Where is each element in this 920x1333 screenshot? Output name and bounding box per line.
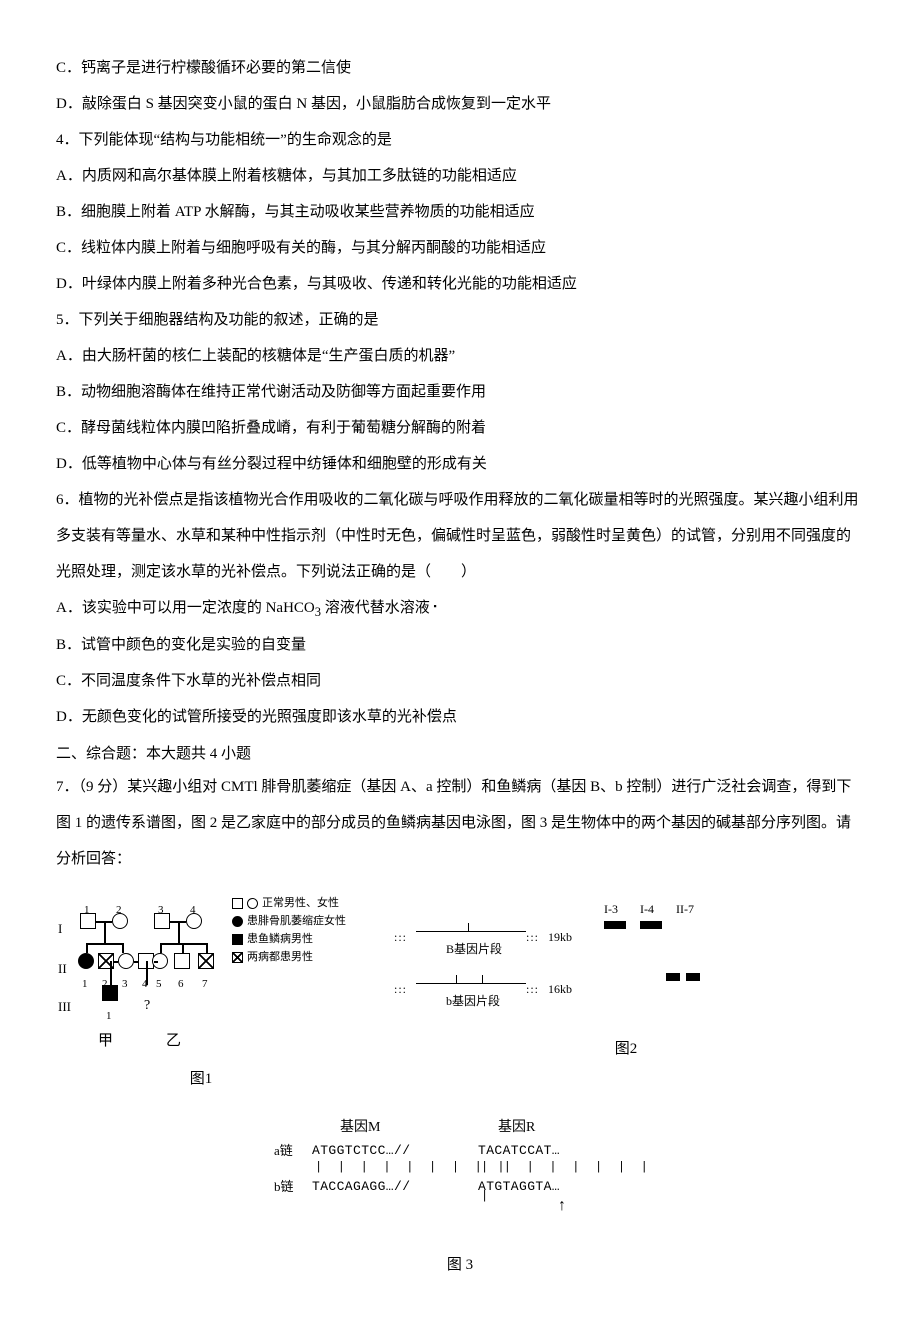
q6-opt-b: B．试管中颜色的变化是实验的自变量 — [56, 627, 864, 663]
q5-stem: 5．下列关于细胞器结构及功能的叙述，正确的是 — [56, 302, 864, 338]
q6-stem: 6．植物的光补偿点是指该植物光合作用吸收的二氧化碳与呼吸作用释放的二氧化碳量相等… — [56, 482, 864, 590]
ped-II7-num: 7 — [202, 971, 208, 997]
pedigree-diagram: I II III 1 2 3 4 — [56, 895, 346, 1055]
section2-label: 二、综合题：本大题共 4 小题 — [56, 739, 864, 769]
q6-opt-a: A．该实验中可以用一定浓度的 NaHCO3 溶液代替水溶液 ▪ — [56, 590, 864, 627]
family-label-jia: 甲 — [98, 1023, 113, 1059]
legend-cmt-female: 患腓骨肌萎缩症女性 — [232, 913, 350, 930]
q6-a-post: 溶液代替水溶液 — [321, 600, 430, 616]
seq-M-b: TACCAGAGG…// — [312, 1171, 410, 1202]
gel-band-r2-l3a — [666, 973, 680, 981]
gel-r2-size: 16kb — [548, 975, 572, 1004]
q5-opt-d: D．低等植物中心体与有丝分裂过程中纺锤体和细胞壁的形成有关 — [56, 446, 864, 482]
legend-normal-text: 正常男性、女性 — [262, 895, 339, 912]
figure1-container: I II III 1 2 3 4 — [56, 895, 346, 1097]
q4-opt-a: A．内质网和高尔基体膜上附着核糖体，与其加工多肽链的功能相适应 — [56, 158, 864, 194]
q4-opt-b: B．细胞膜上附着 ATP 水解酶，与其主动吸收某些营养物质的功能相适应 — [56, 194, 864, 230]
q5-opt-c: C．酵母菌线粒体内膜凹陷折叠成嵴，有利于葡萄糖分解酶的附着 — [56, 410, 864, 446]
family-label-yi: 乙 — [166, 1023, 181, 1059]
figure3-container: 基因M 基因R a链 ATGGTCTCC…// TACATCCAT… | | |… — [260, 1111, 660, 1283]
gel-lane1: I-3 — [604, 895, 618, 924]
gel-r2-label: b基因片段 — [446, 987, 500, 1016]
legend-fish-male: 患鱼鳞病男性 — [232, 931, 350, 948]
gel-r1-dots-r: ::: — [526, 923, 539, 952]
q6-a-marker: ▪ — [434, 601, 437, 611]
gel-r2-tick2 — [482, 975, 483, 983]
gel-band-r1-l2 — [640, 921, 662, 929]
gel-r1-tick — [468, 923, 469, 931]
gel-diagram: I-3 I-4 II-7 ::: ::: 19kb B基因片段 ::: ::: — [386, 895, 726, 1025]
ped-II1-female-affected — [78, 953, 94, 969]
ped-III-qmark: ? — [144, 989, 150, 1023]
q6-opt-d: D．无颜色变化的试管所接受的光照强度即该水草的光补偿点 — [56, 699, 864, 735]
gen-label-3: III — [58, 991, 71, 1022]
ped-II1-num: 1 — [82, 971, 88, 997]
gel-r2-line — [416, 983, 526, 984]
gel-r1-line — [416, 931, 526, 932]
seq-a-label: a链 — [274, 1135, 293, 1166]
gen-label-1: I — [58, 913, 62, 944]
legend-cmt-text: 患腓骨肌萎缩症女性 — [247, 913, 346, 930]
figure2-container: I-3 I-4 II-7 ::: ::: 19kb B基因片段 ::: ::: — [386, 895, 746, 1067]
sequence-diagram: 基因M 基因R a链 ATGGTCTCC…// TACATCCAT… | | |… — [260, 1111, 660, 1241]
q4-opt-c: C．线粒体内膜上附着与细胞呼吸有关的酶，与其分解丙酮酸的功能相适应 — [56, 230, 864, 266]
ped-II7-male-both — [198, 953, 214, 969]
q4-stem: 4．下列能体现“结构与功能相统一”的生命观念的是 — [56, 122, 864, 158]
gel-r2-dots-r: ::: — [526, 975, 539, 1004]
seq-b-label: b链 — [274, 1171, 294, 1202]
q4-opt-d: D．叶绿体内膜上附着多种光合色素，与其吸收、传递和转化光能的功能相适应 — [56, 266, 864, 302]
ped-I4-num: 4 — [190, 897, 196, 923]
ped-II3-num: 3 — [122, 971, 128, 997]
ped-III1-male-fish — [102, 985, 118, 1001]
figure1-caption: 图1 — [56, 1061, 346, 1097]
gel-r1-label: B基因片段 — [446, 935, 502, 964]
ped-II6-num: 6 — [178, 971, 184, 997]
q3-opt-c: C．钙离子是进行柠檬酸循环必要的第二信使 — [56, 50, 864, 86]
q6-a-pre: A．该实验中可以用一定浓度的 NaHCO — [56, 600, 315, 616]
gel-lane2: I-4 — [640, 895, 654, 924]
q6-opt-c: C．不同温度条件下水草的光补偿点相同 — [56, 663, 864, 699]
seq-arrow-icon: ↑ — [558, 1187, 566, 1225]
legend-normal: 正常男性、女性 — [232, 895, 350, 912]
gel-band-r2-l3b — [686, 973, 700, 981]
legend-fish-text: 患鱼鳞病男性 — [247, 931, 313, 948]
seq-R-b: ATGTAGGTA… — [478, 1171, 560, 1202]
legend-both-text: 两病都患男性 — [247, 949, 313, 966]
ped-I2-num: 2 — [116, 897, 122, 923]
q5-opt-b: B．动物细胞溶酶体在维持正常代谢活动及防御等方面起重要作用 — [56, 374, 864, 410]
q5-opt-a: A．由大肠杆菌的核仁上装配的核糖体是“生产蛋白质的机器” — [56, 338, 864, 374]
q3-opt-d: D．敲除蛋白 S 基因突变小鼠的蛋白 N 基因，小鼠脂肪合成恢复到一定水平 — [56, 86, 864, 122]
gel-r2-dots-l: ::: — [394, 975, 407, 1004]
q7-stem: 7．（9 分）某兴趣小组对 CMTl 腓骨肌萎缩症（基因 A、a 控制）和鱼鳞病… — [56, 769, 864, 877]
gen-label-2: II — [58, 953, 67, 984]
legend-both-male: 两病都患男性 — [232, 949, 350, 966]
ped-II3-female — [118, 953, 134, 969]
pedigree-legend: 正常男性、女性 患腓骨肌萎缩症女性 患鱼鳞病男性 两病都患男性 — [232, 895, 350, 967]
gel-r1-dots-l: ::: — [394, 923, 407, 952]
figure3-caption: 图 3 — [260, 1247, 660, 1283]
gel-lane3: II-7 — [676, 895, 694, 924]
ped-I3-num: 3 — [158, 897, 164, 923]
ped-II6-male — [174, 953, 190, 969]
ped-II5-num: 5 — [156, 971, 162, 997]
figure2-caption: 图2 — [506, 1031, 746, 1067]
gel-r2-tick1 — [456, 975, 457, 983]
figures-area: I II III 1 2 3 4 — [56, 895, 864, 1283]
gel-r1-size: 19kb — [548, 923, 572, 952]
ped-I1-num: 1 — [84, 897, 90, 923]
gel-band-r1-l1 — [604, 921, 626, 929]
